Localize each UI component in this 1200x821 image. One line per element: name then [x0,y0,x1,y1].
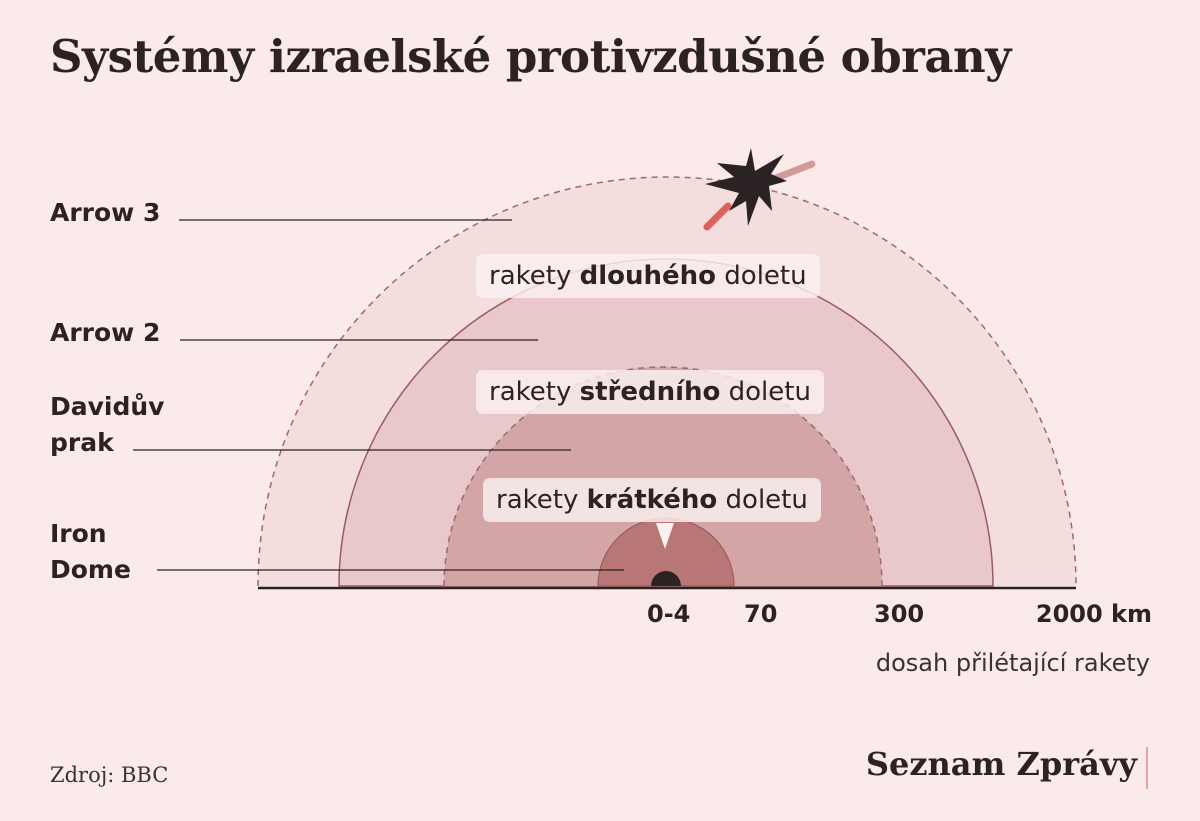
zone-long-range: rakety dlouhého doletu [476,254,820,298]
label-davids-sling-line2: prak [50,428,114,457]
tick-0-4: 0-4 [647,600,691,628]
zone-long-prefix: rakety [489,261,580,291]
zone-medium-range: rakety středního doletu [476,370,824,414]
zone-medium-prefix: rakety [489,377,580,407]
label-iron-dome-line2: Dome [50,555,131,584]
label-arrow2: Arrow 2 [50,315,160,351]
tick-2000-km: 2000 km [1035,600,1152,628]
zone-long-suffix: doletu [716,261,807,291]
zone-short-suffix: doletu [717,485,808,515]
zone-long-bold: dlouhého [579,261,717,291]
zone-medium-suffix: doletu [720,377,811,407]
explosion-icon [705,148,787,226]
label-davids-sling: Davidův prak [50,389,164,461]
zone-short-bold: krátkého [586,485,718,515]
label-arrow3: Arrow 3 [50,195,160,231]
arrow3-zone-outline [257,176,1077,587]
brand-logo: Seznam Zprávy [865,745,1137,783]
label-iron-dome-line1: Iron [50,519,107,548]
zone-short-prefix: rakety [496,485,587,515]
origin-marker [651,571,681,586]
page-title: Systémy izraelské protivzdušné obrany [50,30,1011,83]
label-iron-dome: Iron Dome [50,516,131,588]
label-arrow2-text: Arrow 2 [50,318,161,347]
axis-caption: dosah přilétající rakety [875,649,1150,677]
zone-medium-bold: středního [579,377,721,407]
zone-short-range: rakety krátkého doletu [483,478,821,522]
incoming-missile [772,160,816,182]
source-note: Zdroj: BBC [50,763,169,787]
tick-300: 300 [874,600,925,628]
davids-sling-zone [444,367,882,586]
label-davids-sling-line1: Davidův [50,392,165,421]
tick-70: 70 [744,600,778,628]
label-arrow3-text: Arrow 3 [50,198,161,227]
short-range-pointer [656,523,674,549]
interceptor-missile [703,202,732,231]
davids-sling-zone-outline [443,366,883,587]
brand-bar [1146,747,1148,789]
